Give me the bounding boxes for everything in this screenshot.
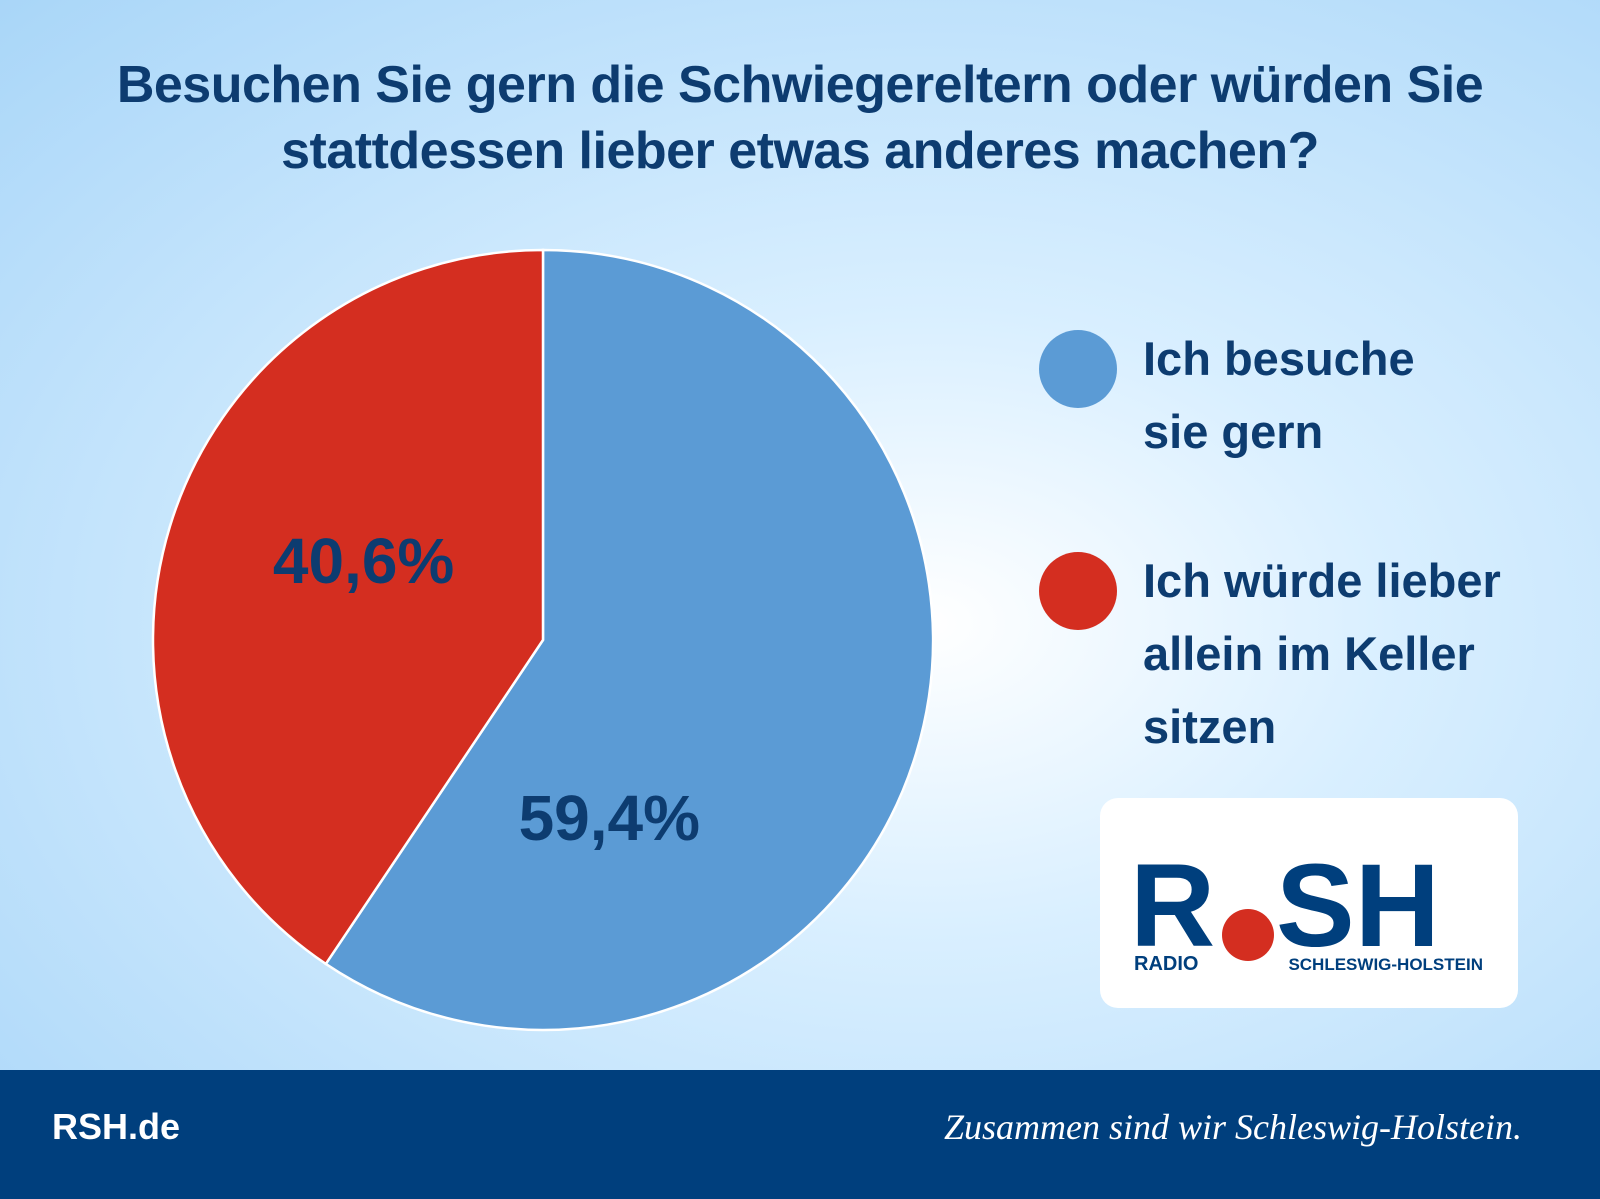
- footer: RSH.de Zusammen sind wir Schleswig-Holst…: [0, 1070, 1600, 1199]
- chart: 59,4% 40,6%: [151, 248, 935, 1032]
- data-label: 59,4%: [519, 782, 700, 854]
- pie-slice: [324, 248, 935, 1032]
- legend-marker: [1039, 330, 1117, 408]
- footer-slogan: Zusammen sind wir Schleswig-Holstein.: [943, 1107, 1522, 1147]
- pie-slice: [151, 248, 545, 966]
- chart-title: Besuchen Sie gern die Schwiegereltern od…: [116, 56, 1484, 180]
- logo-dot: [1222, 909, 1274, 961]
- legend-label: Ich würde lieber allein im Keller sitzen: [1143, 554, 1501, 753]
- legend-marker: [1039, 552, 1117, 630]
- logo-letter: R: [1130, 840, 1215, 972]
- legend-label: Ich besuche sie gern: [1143, 332, 1415, 458]
- logo: R SH RADIO SCHLESWIG-HOLSTEIN: [1100, 798, 1518, 1008]
- logo-radio: RADIO: [1134, 953, 1198, 975]
- data-label: 40,6%: [273, 525, 454, 597]
- logo-letters: SH: [1276, 840, 1440, 972]
- logo-graphic: R SH RADIO SCHLESWIG-HOLSTEIN: [1130, 840, 1483, 975]
- footer-site: RSH.de: [52, 1106, 181, 1147]
- logo-region: SCHLESWIG-HOLSTEIN: [1288, 955, 1483, 974]
